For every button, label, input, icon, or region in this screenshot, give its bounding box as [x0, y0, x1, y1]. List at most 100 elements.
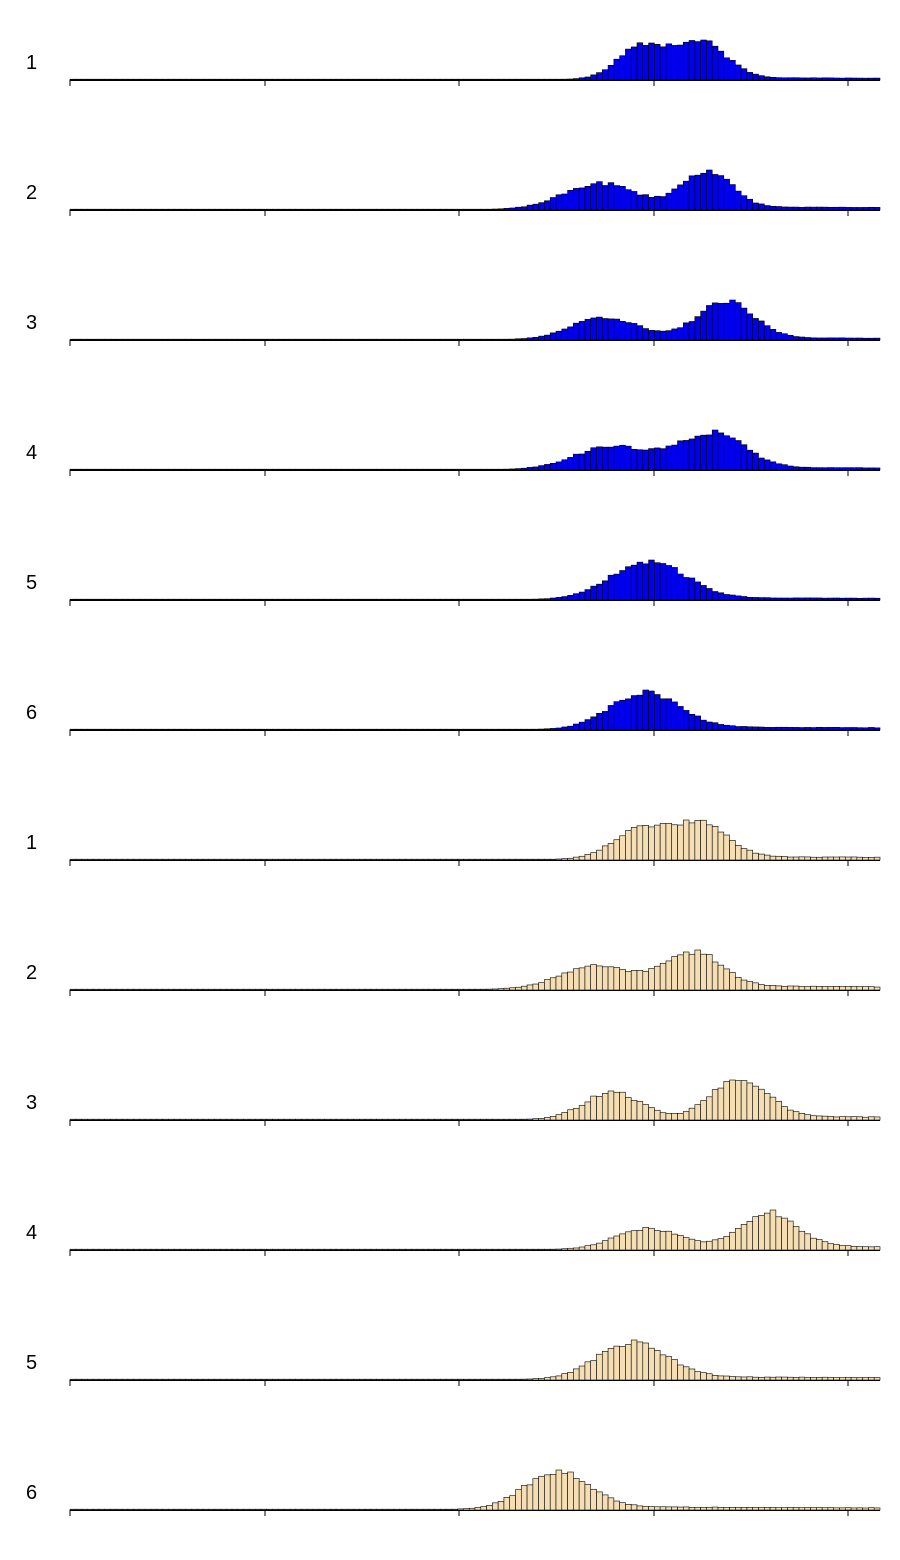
histogram-bar [474, 78, 482, 81]
histogram-bar [87, 338, 94, 341]
histogram-bar [133, 338, 140, 341]
histogram-bar [688, 1107, 696, 1121]
histogram-bar [740, 1080, 748, 1121]
histogram-bar [115, 338, 123, 341]
histogram-bar [214, 1508, 221, 1511]
histogram-bar [636, 194, 644, 211]
histogram-bar [781, 1507, 788, 1511]
histogram-bar [173, 338, 181, 341]
histogram-bar [480, 728, 487, 731]
histogram-bar [804, 466, 811, 471]
histogram-bar [538, 1378, 545, 1381]
histogram-bar [763, 854, 771, 861]
histogram-bar [526, 337, 534, 341]
histogram-bar [677, 954, 684, 991]
histogram-bar [295, 1118, 302, 1121]
histogram-bar [827, 597, 835, 601]
histogram-bar [492, 598, 499, 601]
histogram-bar [196, 598, 204, 601]
histogram-bar [758, 203, 765, 211]
panel-label: 3 [26, 1092, 37, 1114]
histogram-bar [202, 1248, 210, 1251]
histogram-bar [115, 1508, 123, 1511]
histogram-bar [468, 78, 476, 81]
histogram-bar [682, 1366, 690, 1381]
histogram-bar [746, 1376, 754, 1381]
histogram-bar [578, 321, 586, 341]
histogram-bar [150, 1118, 158, 1121]
histogram-bar [509, 728, 516, 731]
histogram-bar [301, 1248, 308, 1251]
histogram-bar [382, 728, 389, 731]
histogram-bar [225, 78, 233, 81]
histogram-bar [567, 1247, 574, 1251]
histogram-bar [277, 1248, 285, 1251]
histogram-bar [324, 1508, 331, 1511]
histogram-bar [792, 1111, 800, 1121]
histogram-bar [162, 598, 169, 601]
histogram-bar [688, 175, 696, 211]
histogram-bar [301, 598, 308, 601]
histogram-bar [393, 1118, 401, 1121]
histogram-bar [220, 858, 227, 861]
histogram-bar [723, 968, 730, 991]
histogram-bar [231, 1248, 239, 1251]
histogram-bar [208, 1378, 215, 1381]
histogram-bar [370, 988, 377, 991]
histogram-bar [364, 208, 372, 211]
histogram-bar [833, 337, 840, 341]
histogram-bar [272, 208, 279, 211]
histogram-bar [625, 1097, 632, 1121]
histogram-bar [457, 78, 464, 81]
histogram-bar [752, 852, 759, 861]
histogram-bar [104, 598, 111, 601]
histogram-bar [445, 78, 453, 81]
histogram-bar [115, 1378, 123, 1381]
histogram-bar [630, 46, 638, 81]
histogram-bar [127, 78, 134, 81]
histogram-bar [139, 468, 146, 471]
histogram-bar [492, 858, 499, 861]
histogram-bar [671, 1506, 678, 1511]
histogram-bar [283, 858, 291, 861]
histogram-bar [735, 1080, 742, 1121]
histogram-bar [856, 207, 863, 211]
histogram-bar [382, 208, 389, 211]
histogram-bar [150, 1248, 158, 1251]
histogram-bar [700, 1372, 707, 1381]
histogram-bar [179, 1378, 187, 1381]
histogram-bar [769, 461, 777, 471]
histogram-bar [341, 208, 349, 211]
histogram-bar [191, 988, 198, 991]
histogram-bar [439, 728, 447, 731]
histogram-bar [787, 334, 794, 341]
histogram-bar [439, 1508, 447, 1511]
histogram-bar [439, 78, 447, 81]
histogram-bar [387, 1248, 395, 1251]
histogram-bar [104, 1118, 111, 1121]
histogram-bar [277, 598, 285, 601]
histogram-bar [688, 714, 696, 731]
histogram-bar [162, 1248, 169, 1251]
histogram-bar [110, 468, 117, 471]
histogram-bar [480, 1248, 487, 1251]
histogram-bar [850, 727, 858, 731]
histogram-bar [318, 338, 325, 341]
histogram-bar [601, 1240, 609, 1251]
histogram-bar [810, 1237, 817, 1251]
histogram-bar [787, 77, 794, 81]
histogram-bar [144, 208, 152, 211]
histogram-bar [214, 1248, 221, 1251]
histogram-bar [844, 467, 852, 471]
histogram-bar [318, 1508, 325, 1511]
histogram-bar [625, 566, 632, 601]
histogram-bar [601, 1494, 609, 1511]
histogram-bar [544, 979, 551, 991]
histogram-bar [532, 466, 539, 471]
histogram-bar [208, 728, 215, 731]
panel-label: 4 [26, 1222, 37, 1244]
histogram-bar [798, 727, 806, 731]
histogram-bar [162, 728, 169, 731]
histogram-bar [341, 1378, 349, 1381]
histogram-bar [196, 208, 204, 211]
